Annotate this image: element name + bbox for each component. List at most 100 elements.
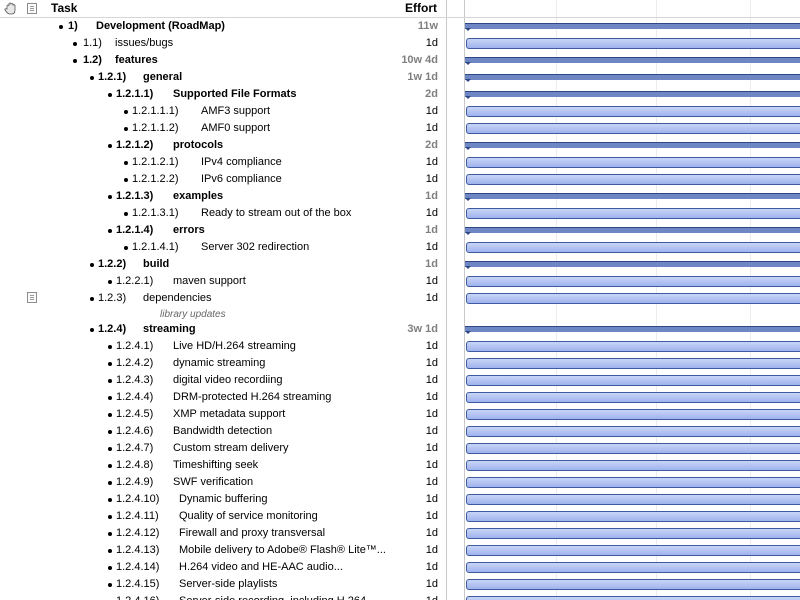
bullet-icon[interactable]: [108, 195, 112, 199]
bullet-icon[interactable]: [108, 464, 112, 468]
task-bar[interactable]: [466, 545, 800, 556]
task-bar[interactable]: [466, 208, 800, 219]
task-effort[interactable]: 1d: [425, 105, 438, 117]
task-row[interactable]: 1.2.4.12) Firewall and proxy transversal 1…: [0, 525, 446, 542]
task-effort[interactable]: 1d: [425, 459, 438, 471]
task-effort[interactable]: 1d: [425, 156, 438, 168]
summary-bar[interactable]: [465, 193, 800, 201]
bullet-icon[interactable]: [108, 447, 112, 451]
task-row[interactable]: 1.2.4.14) H.264 video and HE-AAC audio...…: [0, 559, 446, 576]
task-effort[interactable]: 1d: [425, 357, 438, 369]
task-bar[interactable]: [466, 596, 800, 600]
bullet-icon[interactable]: [108, 430, 112, 434]
bullet-icon[interactable]: [108, 280, 112, 284]
task-column-header[interactable]: Task: [51, 1, 78, 15]
task-bar[interactable]: [466, 38, 800, 49]
task-row[interactable]: 1.2.4.2) dynamic streaming 1d: [0, 355, 446, 372]
task-title[interactable]: general: [143, 71, 183, 83]
task-row[interactable]: 1.2.2) build 1d: [0, 256, 446, 273]
task-row[interactable]: 1.2.4.13) Mobile delivery to Adobe® Flash…: [0, 542, 446, 559]
task-effort[interactable]: 10w 4d: [401, 54, 438, 66]
task-row[interactable]: 1.2.4.10) Dynamic buffering 1d: [0, 491, 446, 508]
bullet-icon[interactable]: [108, 549, 112, 553]
task-row[interactable]: 1.2.4) streaming 3w 1d: [0, 321, 446, 338]
task-title[interactable]: Supported File Formats: [173, 88, 297, 100]
task-effort[interactable]: 1d: [425, 391, 438, 403]
task-effort[interactable]: 1d: [425, 37, 438, 49]
bullet-icon[interactable]: [124, 246, 128, 250]
task-effort[interactable]: 1d: [425, 442, 438, 454]
task-effort[interactable]: 1d: [425, 122, 438, 134]
bullet-icon[interactable]: [108, 566, 112, 570]
task-title[interactable]: Bandwidth detection: [173, 425, 273, 437]
task-bar[interactable]: [466, 477, 800, 488]
bullet-icon[interactable]: [73, 42, 77, 46]
summary-bar[interactable]: [465, 326, 800, 334]
bullet-icon[interactable]: [108, 583, 112, 587]
task-row[interactable]: 1.2.1.2) protocols 2d: [0, 137, 446, 154]
task-row[interactable]: 1.2.4.4) DRM-protected H.264 streaming 1d: [0, 389, 446, 406]
task-title[interactable]: dynamic streaming: [173, 357, 266, 369]
task-effort[interactable]: 1d: [425, 340, 438, 352]
task-bar[interactable]: [466, 157, 800, 168]
summary-bar[interactable]: [465, 57, 800, 65]
task-effort[interactable]: 1d: [378, 593, 438, 600]
task-title[interactable]: Development (RoadMap): [96, 20, 225, 32]
task-row[interactable]: 1.1) issues/bugs 1d: [0, 35, 446, 52]
task-effort[interactable]: 1d: [425, 510, 438, 522]
summary-bar[interactable]: [465, 74, 800, 82]
task-title[interactable]: AMF0 support: [201, 122, 271, 134]
task-row[interactable]: 1.2.4.5) XMP metadata support 1d: [0, 406, 446, 423]
bullet-icon[interactable]: [124, 212, 128, 216]
task-title[interactable]: Firewall and proxy transversal: [179, 527, 326, 539]
summary-bar[interactable]: [465, 23, 800, 31]
bullet-icon[interactable]: [124, 178, 128, 182]
task-effort[interactable]: 1d: [425, 493, 438, 505]
bullet-icon[interactable]: [108, 396, 112, 400]
task-effort[interactable]: 1d: [425, 224, 438, 236]
bullet-icon[interactable]: [90, 263, 94, 267]
task-effort[interactable]: 1d: [425, 561, 438, 573]
task-row[interactable]: 1.2.4.7) Custom stream delivery 1d: [0, 440, 446, 457]
bullet-icon[interactable]: [108, 345, 112, 349]
bullet-icon[interactable]: [124, 110, 128, 114]
task-effort[interactable]: 2d: [425, 139, 438, 151]
task-title[interactable]: streaming: [143, 323, 196, 335]
task-bar[interactable]: [466, 511, 800, 522]
task-effort[interactable]: 1d: [425, 476, 438, 488]
task-effort[interactable]: 1d: [425, 544, 438, 556]
task-row[interactable]: 1.2.1.1.1) AMF3 support 1d: [0, 103, 446, 120]
task-effort[interactable]: 1d: [425, 578, 438, 590]
hand-icon[interactable]: [4, 2, 17, 15]
task-title[interactable]: dependencies: [143, 292, 212, 304]
task-row[interactable]: 1.2.1.4.1) Server 302 redirection 1d: [0, 239, 446, 256]
task-row[interactable]: 1.2.4.6) Bandwidth detection 1d: [0, 423, 446, 440]
task-effort[interactable]: 1d: [425, 241, 438, 253]
task-row[interactable]: 1.2.1.3.1) Ready to stream out of the box…: [0, 205, 446, 222]
task-row[interactable]: 1.2.1.2.1) IPv4 compliance 1d: [0, 154, 446, 171]
task-title[interactable]: AMF3 support: [201, 105, 271, 117]
task-title[interactable]: Server 302 redirection: [201, 241, 310, 253]
task-title[interactable]: examples: [173, 190, 224, 202]
task-bar[interactable]: [466, 276, 800, 287]
bullet-icon[interactable]: [108, 144, 112, 148]
task-row[interactable]: 1.2) features 10w 4d: [0, 52, 446, 69]
bullet-icon[interactable]: [90, 76, 94, 80]
task-title[interactable]: issues/bugs: [115, 37, 174, 49]
bullet-icon[interactable]: [124, 161, 128, 165]
task-row[interactable]: 1) Development (RoadMap) 11w: [0, 18, 446, 35]
task-bar[interactable]: [466, 426, 800, 437]
task-effort[interactable]: 2d: [425, 88, 438, 100]
task-bar[interactable]: [466, 443, 800, 454]
task-bar[interactable]: [466, 528, 800, 539]
task-bar[interactable]: [466, 341, 800, 352]
task-row[interactable]: 1.2.3) dependencies 1d: [0, 290, 446, 307]
task-title[interactable]: Timeshifting seek: [173, 459, 259, 471]
task-row[interactable]: 1.2.4.3) digital video recordiing 1d: [0, 372, 446, 389]
task-bar[interactable]: [466, 375, 800, 386]
task-row[interactable]: 1.2.4.1) Live HD/H.264 streaming 1d: [0, 338, 446, 355]
task-row[interactable]: 1.2.1.4) errors 1d: [0, 222, 446, 239]
task-title[interactable]: features: [115, 54, 158, 66]
bullet-icon[interactable]: [108, 515, 112, 519]
task-title[interactable]: Custom stream delivery: [173, 442, 289, 454]
